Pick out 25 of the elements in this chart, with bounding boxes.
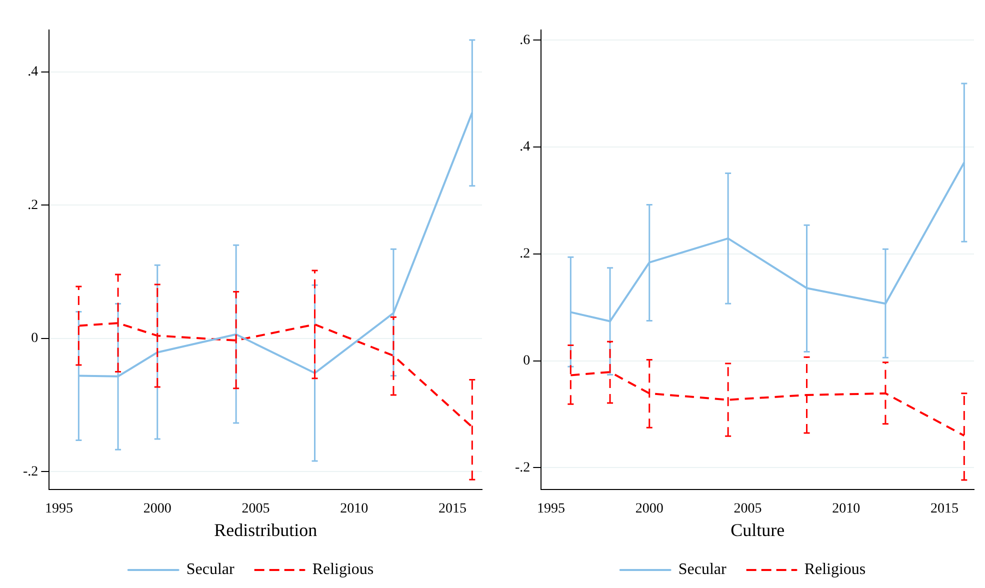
- x-tick-label: 2005: [734, 502, 762, 517]
- x-axis-title: Culture: [730, 520, 785, 540]
- y-tick-label: -.2: [514, 460, 530, 476]
- y-tick-label: 0: [31, 331, 38, 346]
- legend-label: Secular: [678, 561, 727, 578]
- x-tick-label: 2015: [930, 502, 958, 517]
- x-tick-label: 1995: [45, 502, 73, 517]
- x-tick-label: 2000: [143, 502, 172, 517]
- y-tick-label: .2: [520, 246, 530, 262]
- x-tick-label: 1995: [537, 502, 565, 517]
- legend-label: Secular: [186, 561, 235, 578]
- y-tick-label: -.2: [22, 464, 38, 480]
- y-tick-label: 0: [523, 353, 530, 368]
- legend-label: Religious: [312, 561, 374, 578]
- x-tick-label: 2015: [438, 502, 466, 517]
- y-tick-label: .4: [520, 140, 530, 155]
- x-tick-label: 2005: [242, 502, 270, 517]
- x-tick-label: 2010: [340, 502, 368, 517]
- y-tick-label: .2: [28, 198, 38, 213]
- x-tick-label: 2000: [635, 502, 664, 517]
- y-tick-label: .6: [520, 32, 530, 48]
- y-tick-label: .4: [28, 64, 38, 80]
- x-axis-title: Redistribution: [214, 520, 318, 540]
- legend-label: Religious: [804, 561, 866, 578]
- x-tick-label: 2010: [832, 502, 860, 517]
